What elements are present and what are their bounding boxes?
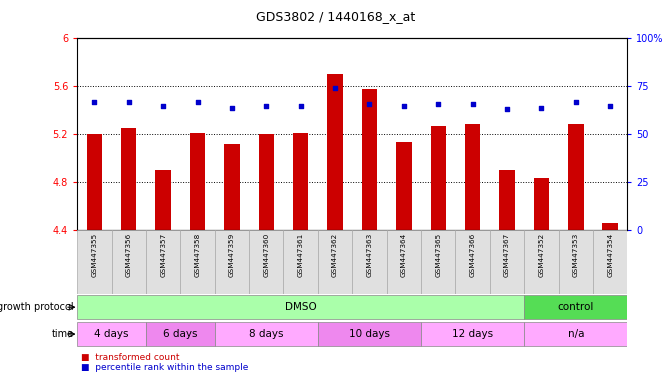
Point	[536, 104, 547, 111]
Text: GSM447357: GSM447357	[160, 232, 166, 276]
Bar	[327, 74, 343, 230]
Bar	[499, 170, 515, 230]
Text: 4 days: 4 days	[95, 329, 129, 339]
Bar	[352, 230, 386, 294]
Bar	[603, 223, 618, 230]
Bar	[456, 230, 490, 294]
Text: GSM447360: GSM447360	[263, 232, 269, 276]
Text: GSM447355: GSM447355	[91, 232, 97, 276]
Point	[502, 106, 513, 113]
Bar	[77, 322, 146, 346]
Bar	[524, 322, 627, 346]
Bar	[559, 230, 593, 294]
Bar	[77, 295, 524, 319]
Text: 12 days: 12 days	[452, 329, 493, 339]
Text: n/a: n/a	[568, 329, 584, 339]
Text: GSM447356: GSM447356	[125, 232, 132, 276]
Text: GSM447366: GSM447366	[470, 232, 476, 276]
Bar	[396, 142, 411, 230]
Text: GSM447352: GSM447352	[538, 232, 544, 276]
Text: control: control	[558, 302, 594, 312]
Bar	[146, 322, 215, 346]
Bar	[524, 295, 627, 319]
Bar	[283, 230, 318, 294]
Bar	[593, 230, 627, 294]
Point	[570, 99, 581, 105]
Bar	[146, 230, 180, 294]
Text: time: time	[52, 329, 74, 339]
Bar	[318, 230, 352, 294]
Text: GSM447363: GSM447363	[366, 232, 372, 276]
Point	[433, 101, 444, 107]
Bar	[421, 322, 524, 346]
Point	[89, 99, 100, 105]
Text: GSM447362: GSM447362	[332, 232, 338, 276]
Point	[399, 103, 409, 109]
Bar	[431, 126, 446, 230]
Point	[605, 103, 615, 109]
Bar	[293, 133, 309, 230]
Bar	[156, 170, 171, 230]
Bar	[524, 230, 558, 294]
Text: GSM447361: GSM447361	[298, 232, 304, 276]
Point	[467, 101, 478, 107]
Text: DMSO: DMSO	[285, 302, 317, 312]
Point	[329, 85, 340, 91]
Text: GSM447353: GSM447353	[573, 232, 579, 276]
Bar	[190, 133, 205, 230]
Point	[295, 103, 306, 109]
Bar	[111, 230, 146, 294]
Bar	[180, 230, 215, 294]
Bar	[318, 322, 421, 346]
Point	[123, 99, 134, 105]
Text: ■  transformed count: ■ transformed count	[81, 353, 179, 362]
Text: GSM447358: GSM447358	[195, 232, 201, 276]
Point	[227, 104, 238, 111]
Bar	[215, 230, 249, 294]
Bar	[533, 178, 549, 230]
Bar	[249, 230, 283, 294]
Text: GSM447354: GSM447354	[607, 232, 613, 276]
Text: 6 days: 6 days	[163, 329, 197, 339]
Text: 8 days: 8 days	[249, 329, 284, 339]
Text: ■  percentile rank within the sample: ■ percentile rank within the sample	[81, 363, 248, 372]
Point	[192, 99, 203, 105]
Bar	[362, 89, 377, 230]
Bar	[215, 322, 318, 346]
Text: GSM447364: GSM447364	[401, 232, 407, 276]
Text: GDS3802 / 1440168_x_at: GDS3802 / 1440168_x_at	[256, 10, 415, 23]
Bar	[421, 230, 456, 294]
Bar	[490, 230, 524, 294]
Bar	[224, 144, 240, 230]
Point	[261, 103, 272, 109]
Bar	[77, 230, 111, 294]
Text: GSM447367: GSM447367	[504, 232, 510, 276]
Text: growth protocol: growth protocol	[0, 302, 74, 312]
Point	[364, 101, 375, 107]
Text: 10 days: 10 days	[349, 329, 390, 339]
Bar	[386, 230, 421, 294]
Bar	[87, 134, 102, 230]
Text: GSM447365: GSM447365	[435, 232, 442, 276]
Bar	[121, 128, 136, 230]
Text: GSM447359: GSM447359	[229, 232, 235, 276]
Bar	[568, 124, 584, 230]
Point	[158, 103, 168, 109]
Bar	[258, 134, 274, 230]
Bar	[465, 124, 480, 230]
